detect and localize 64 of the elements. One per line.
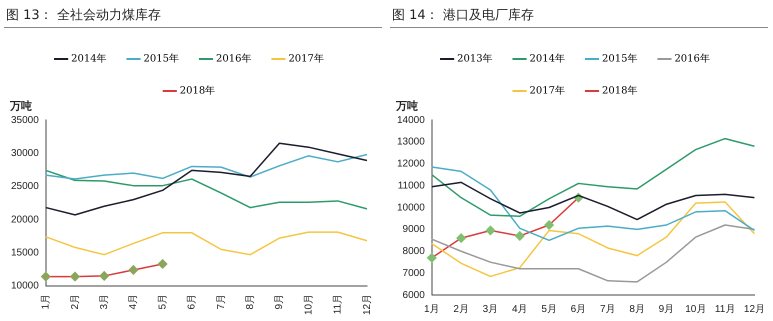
point [128, 265, 138, 275]
y-tick-label: 15000 [10, 247, 40, 258]
x-tick-label: 4月 [512, 304, 528, 315]
x-tick-label: 9月 [658, 304, 674, 315]
legend-label: 2017年 [530, 84, 566, 97]
y-tick-label: 9000 [402, 224, 426, 236]
legend-label: 2013年 [457, 52, 493, 65]
point [158, 259, 168, 269]
legend-label: 2015年 [602, 52, 638, 65]
legend-label: 2017年 [288, 52, 324, 65]
y-tick-label: 25000 [10, 181, 40, 192]
y-tick-label: 6000 [402, 290, 426, 301]
y-tick-label: 12000 [396, 158, 426, 170]
point [99, 271, 109, 281]
legend-label: 2018年 [180, 84, 216, 97]
x-tick-label: 12月 [362, 294, 373, 315]
x-tick-label: 10月 [685, 304, 706, 315]
point [515, 231, 525, 241]
x-tick-label: 5月 [541, 304, 557, 315]
x-tick-label: 4月 [128, 294, 140, 310]
x-tick-label: 3月 [98, 294, 110, 310]
legend-label: 2015年 [144, 52, 180, 65]
x-tick-label: 2月 [453, 304, 469, 315]
legend-label: 2014年 [530, 52, 566, 65]
legend-label: 2014年 [71, 52, 107, 65]
y-tick-label: 7000 [402, 268, 426, 279]
x-tick-label: 1月 [424, 304, 440, 315]
point [486, 226, 496, 236]
x-tick-label: 6月 [186, 294, 198, 310]
y-tick-label: 30000 [10, 148, 40, 159]
point [427, 253, 437, 263]
x-tick-label: 10月 [303, 294, 314, 315]
y-tick-label: 13000 [396, 136, 426, 148]
y-tick-label: 10000 [10, 280, 40, 292]
x-tick-label: 2月 [70, 294, 81, 310]
y-tick-label: 20000 [10, 214, 40, 226]
y-tick-label: 8000 [402, 246, 426, 257]
x-tick-label: 3月 [482, 304, 498, 315]
point [41, 272, 51, 282]
x-tick-label: 7月 [600, 304, 616, 315]
chart-title: 图 14： 港口及电厂库存 [390, 2, 768, 28]
x-tick-label: 1月 [40, 294, 52, 310]
y-tick-label: 10000 [396, 202, 426, 214]
y-tick-label: 35000 [10, 114, 40, 126]
x-tick-label: 9月 [274, 294, 286, 310]
legend-label: 2016年 [674, 52, 710, 65]
point [456, 233, 466, 243]
x-tick-label: 11月 [714, 304, 736, 315]
y-axis-title: 万吨 [9, 99, 32, 112]
x-tick-label: 11月 [332, 294, 344, 314]
y-tick-label: 14000 [396, 114, 426, 126]
x-tick-label: 5月 [157, 294, 168, 310]
x-tick-label: 6月 [570, 304, 586, 315]
point [544, 220, 554, 230]
x-tick-label: 7月 [216, 294, 227, 310]
legend-label: 2018年 [602, 84, 638, 97]
x-tick-label: 8月 [629, 304, 645, 315]
chart-title: 图 13： 全社会动力煤库存 [4, 2, 382, 28]
point [70, 272, 80, 282]
y-tick-label: 11000 [398, 180, 426, 192]
legend-label: 2016年 [216, 52, 252, 65]
x-tick-label: 8月 [244, 294, 256, 310]
y-axis-title: 万吨 [395, 99, 418, 112]
x-tick-label: 12月 [744, 304, 765, 315]
